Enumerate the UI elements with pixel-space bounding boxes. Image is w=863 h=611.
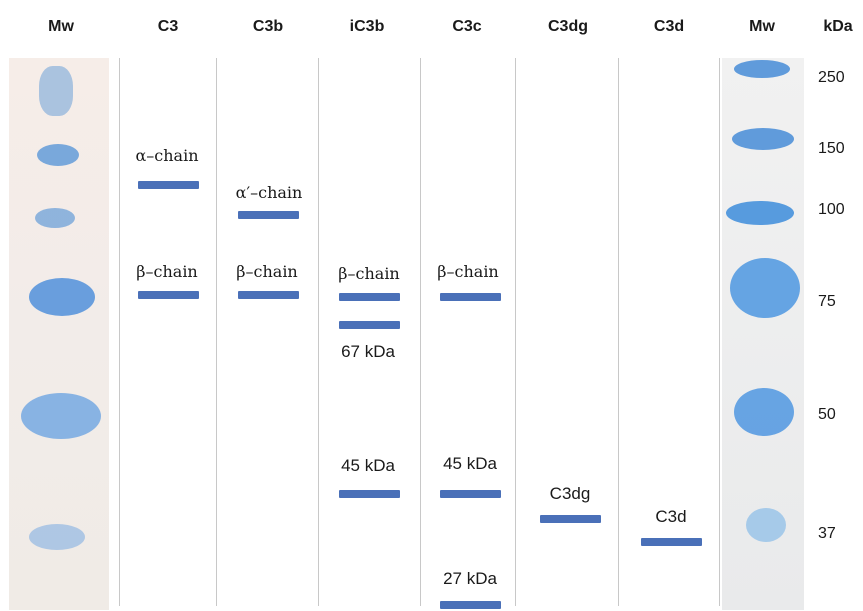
band-c3dg (540, 515, 601, 523)
header-mw-right: Mw (749, 18, 775, 35)
lane-separator (618, 58, 619, 606)
band-c3b-alpha-prime-chain (238, 211, 299, 219)
marker-gel-lane-right (722, 58, 804, 610)
band-ic3b-45kda (339, 490, 400, 498)
label-c3dg: C3dg (549, 484, 591, 503)
label-c3c-45kda: 45 kDa (443, 454, 497, 473)
lane-separator (119, 58, 120, 606)
lane-separator (719, 58, 720, 606)
label-ic3b-beta-chain: β–chain (338, 264, 400, 283)
gel-band (732, 128, 794, 150)
band-c3c-27kda (440, 601, 501, 609)
band-c3c-beta-chain (440, 293, 501, 301)
lane-separator (216, 58, 217, 606)
band-c3-beta-chain (138, 291, 199, 299)
label-c3-beta-chain: β–chain (136, 262, 198, 281)
marker-gel-lane-left (9, 58, 109, 610)
gel-band (29, 524, 85, 550)
mw-label-37: 37 (818, 525, 836, 542)
band-c3c-45kda (440, 490, 501, 498)
band-c3d (641, 538, 702, 546)
gel-band (35, 208, 75, 228)
gel-band (746, 508, 786, 542)
gel-band (37, 144, 79, 166)
band-c3-alpha-chain (138, 181, 199, 189)
lane-separator (515, 58, 516, 606)
lane-separator (420, 58, 421, 606)
header-ic3b: iC3b (349, 18, 385, 35)
header-c3b: C3b (252, 18, 284, 35)
header-kda: kDa (823, 18, 853, 35)
label-c3c-27kda: 27 kDa (443, 569, 497, 588)
label-c3b-beta-chain: β–chain (236, 262, 298, 281)
gel-band (734, 388, 794, 436)
gel-band (730, 258, 800, 318)
mw-label-100: 100 (818, 201, 845, 218)
label-ic3b-67kda: 67 kDa (341, 342, 395, 361)
mw-label-250: 250 (818, 69, 845, 86)
gel-band (726, 201, 794, 225)
gel-band (39, 66, 73, 116)
label-c3c-beta-chain: β–chain (437, 262, 499, 281)
header-c3dg: C3dg (548, 18, 588, 35)
header-mw-left: Mw (48, 18, 74, 35)
band-c3b-beta-chain (238, 291, 299, 299)
band-ic3b-beta-chain (339, 293, 400, 301)
mw-label-50: 50 (818, 406, 836, 423)
header-c3d: C3d (653, 18, 685, 35)
header-c3c: C3c (452, 18, 482, 35)
gel-band (734, 60, 790, 78)
mw-label-150: 150 (818, 140, 845, 157)
label-c3-alpha-chain: α–chain (135, 146, 199, 165)
lane-separator (318, 58, 319, 606)
mw-label-75: 75 (818, 293, 836, 310)
gel-band (29, 278, 95, 316)
gel-band (21, 393, 101, 439)
label-c3d: C3d (655, 507, 687, 526)
band-ic3b-67kda (339, 321, 400, 329)
label-ic3b-45kda: 45 kDa (341, 456, 395, 475)
label-c3b-alpha-prime-chain: α′–chain (235, 183, 303, 202)
header-c3: C3 (157, 18, 179, 35)
